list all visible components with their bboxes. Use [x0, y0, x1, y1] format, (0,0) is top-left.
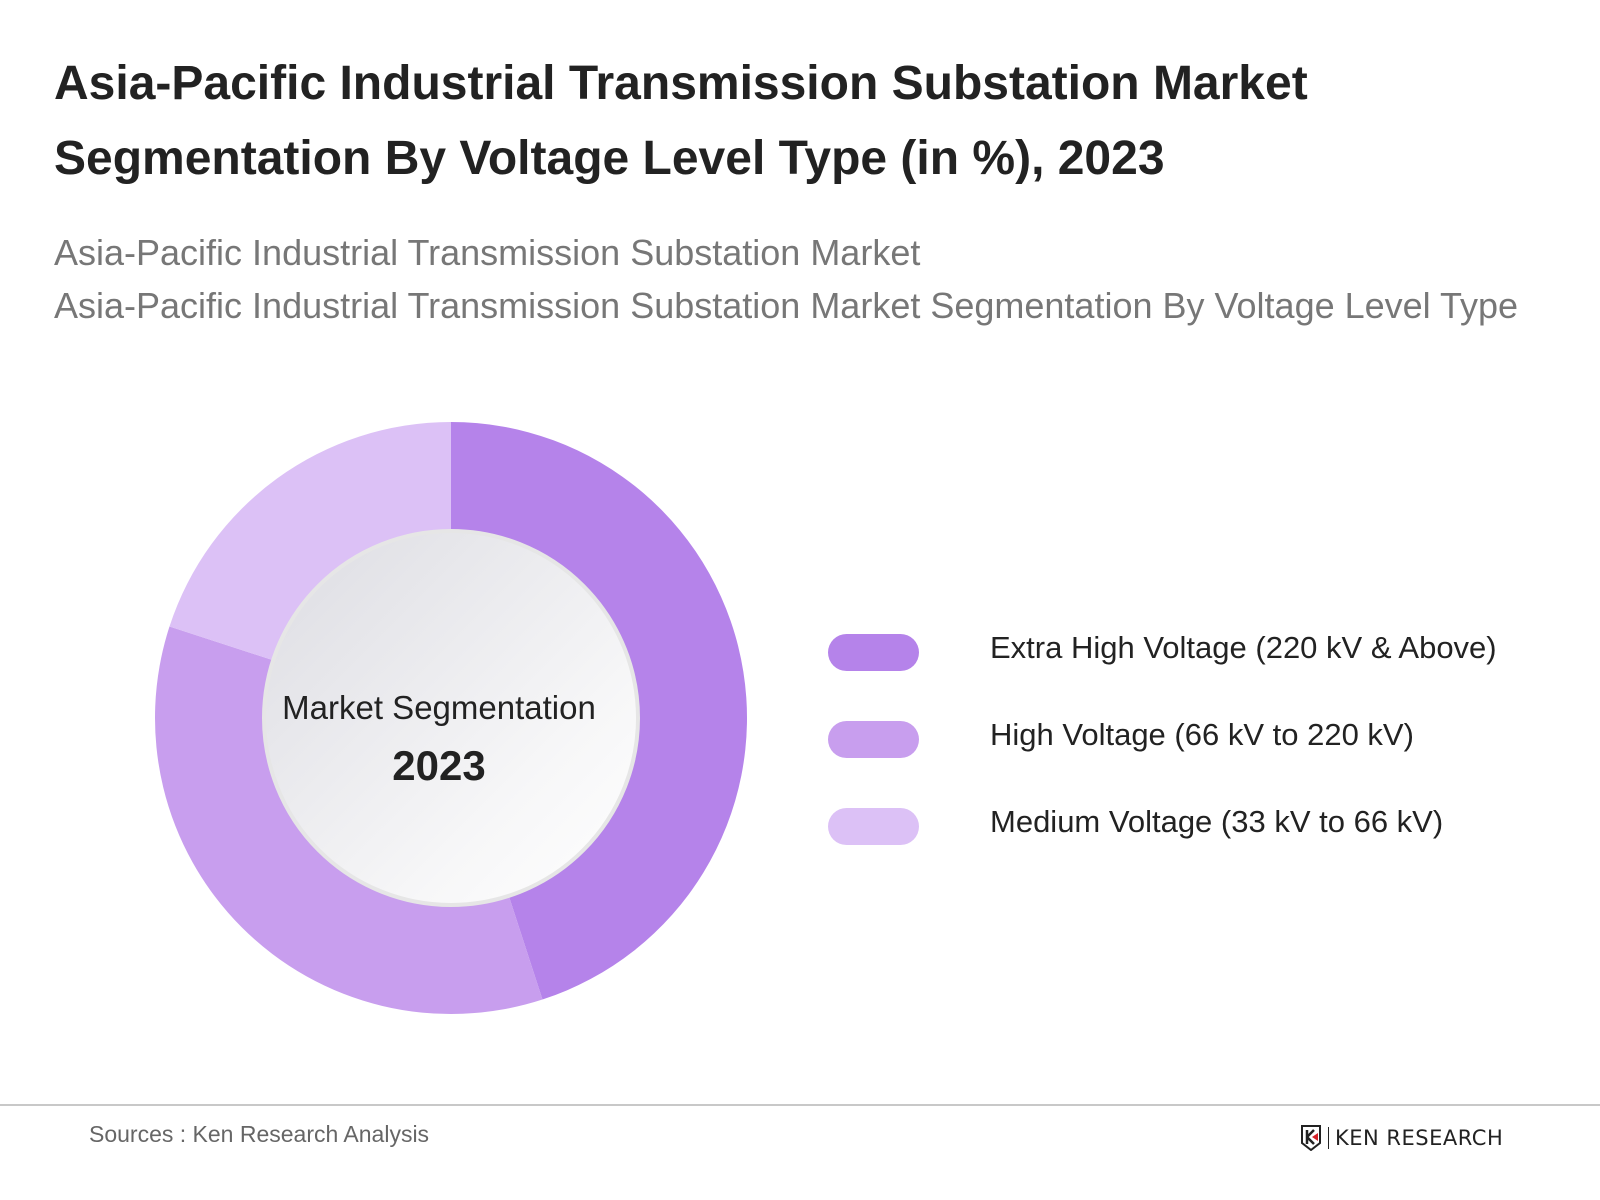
ken-research-logo-icon — [1301, 1125, 1321, 1151]
legend-swatch — [828, 634, 919, 671]
chart-subtitle: Asia-Pacific Industrial Transmission Sub… — [54, 226, 1534, 332]
center-disc — [262, 529, 640, 907]
subtitle-line-2: Asia-Pacific Industrial Transmission Sub… — [54, 285, 1519, 326]
center-year: 2023 — [392, 742, 485, 789]
legend-label: High Voltage (66 kV to 220 kV) — [990, 717, 1414, 752]
legend-label: Extra High Voltage (220 kV & Above) — [990, 630, 1497, 665]
footer-divider — [0, 1104, 1600, 1106]
donut-slice-1 — [154, 626, 543, 1015]
chart-title: Asia-Pacific Industrial Transmission Sub… — [54, 57, 1308, 185]
source-note: Sources : Ken Research Analysis — [89, 1121, 430, 1147]
legend-swatch — [828, 721, 919, 758]
center-label: Market Segmentation — [282, 689, 596, 726]
legend-label: Medium Voltage (33 kV to 66 kV) — [990, 804, 1444, 839]
subtitle-line-1: Asia-Pacific Industrial Transmission Sub… — [54, 232, 921, 273]
donut-slices — [154, 422, 748, 1015]
ken-research-logo: KEN RESEARCH — [1300, 1125, 1503, 1151]
donut-chart: Market Segmentation 2023 — [154, 422, 748, 1015]
legend-swatch — [828, 808, 919, 845]
logo-divider — [1328, 1127, 1329, 1149]
donut-slice-0 — [451, 422, 748, 1000]
donut-slice-2 — [169, 422, 451, 661]
logo-text: KEN RESEARCH — [1335, 1126, 1504, 1150]
